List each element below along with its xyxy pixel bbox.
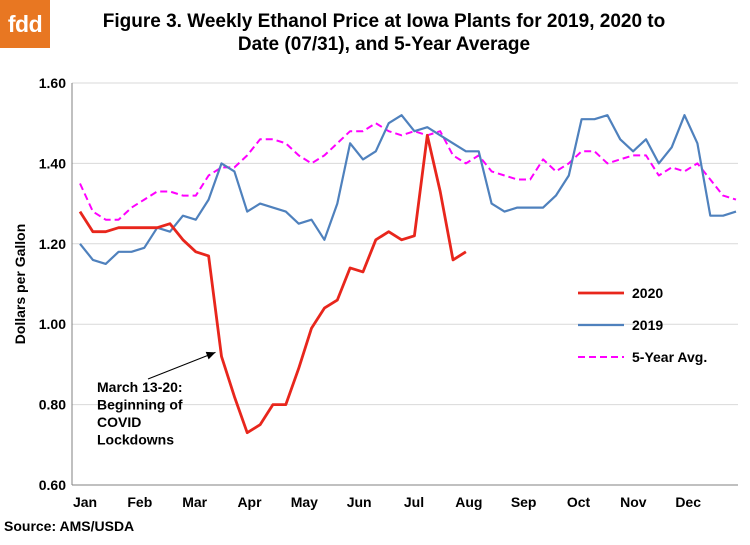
annotation-text: Lockdowns [97, 432, 174, 448]
fdd-logo: fdd [0, 0, 50, 48]
annotation-text: COVID [97, 414, 141, 430]
y-tick-label: 1.20 [39, 236, 66, 252]
chart-title-line-1: Figure 3. Weekly Ethanol Price at Iowa P… [102, 11, 666, 32]
series-line-5-year-avg [79, 122, 737, 221]
y-tick-label: 0.60 [39, 477, 66, 493]
legend: 2020 2019 5-Year Avg. [578, 285, 707, 365]
x-tick-label: Jul [404, 494, 424, 510]
x-tick-label: Mar [182, 494, 207, 510]
y-tick-label: 1.60 [39, 75, 66, 91]
gridlines [72, 82, 738, 406]
logo-text: fdd [7, 10, 43, 37]
x-tick-label: Jan [73, 494, 97, 510]
y-tick-label: 0.80 [39, 397, 66, 413]
legend-label: 5-Year Avg. [632, 349, 707, 365]
y-tick-label: 1.40 [39, 155, 66, 171]
y-axis-title: Dollars per Gallon [12, 224, 28, 345]
legend-label: 2019 [632, 317, 663, 333]
chart-title-line-2: Date (07/31), and 5-Year Average [237, 34, 531, 55]
y-tick-label: 1.00 [39, 316, 66, 332]
series-line-2020 [78, 133, 467, 435]
chart-title: Figure 3. Weekly Ethanol Price at Iowa P… [64, 10, 704, 56]
x-tick-label: Oct [567, 494, 591, 510]
series-line-2019 [79, 114, 737, 265]
annotation-text: March 13-20: [97, 379, 183, 395]
x-tick-label: Sep [511, 494, 537, 510]
annotation-arrowhead [205, 351, 216, 360]
x-tick-label: Apr [237, 494, 262, 510]
x-tick-label: May [291, 494, 318, 510]
source-note: Source: AMS/USDA [4, 518, 135, 534]
x-tick-label: Jun [347, 494, 372, 510]
x-tick-label: Feb [127, 494, 152, 510]
annotation-arrow-line [147, 351, 216, 380]
annotation-text: Beginning of [97, 397, 183, 413]
x-tick-label: Nov [620, 494, 647, 510]
x-tick-label: Aug [455, 494, 482, 510]
series-lines [78, 114, 737, 435]
axes: 0.60 0.80 1.00 1.20 1.40 1.60 Jan Feb Mar Apr May J… [12, 75, 738, 510]
x-tick-label: Dec [675, 494, 701, 510]
legend-label: 2020 [632, 285, 663, 301]
